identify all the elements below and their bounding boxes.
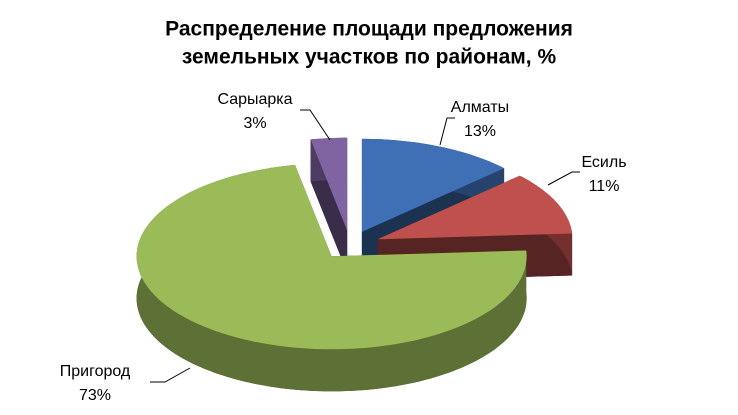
leader-line (439, 117, 455, 146)
value-label: 73% (79, 387, 111, 404)
leader-line (547, 171, 580, 186)
slice (136, 165, 527, 350)
leader-line (150, 367, 191, 383)
slice (310, 137, 348, 231)
slice-label: Сарыарка (217, 91, 292, 108)
leader-line (300, 109, 331, 141)
value-label: 11% (589, 178, 620, 195)
value-label: 13% (464, 123, 496, 140)
chart-title: Распределение площади предложения (165, 18, 573, 41)
slice-label: Алматы (451, 99, 509, 116)
slice (361, 138, 505, 232)
slice (377, 175, 573, 240)
value-label: 3% (243, 115, 266, 132)
slice-label: Есиль (581, 154, 626, 171)
chart-title: земельных участков по районам, % (182, 46, 557, 69)
slice-label: Пригород (60, 363, 131, 380)
